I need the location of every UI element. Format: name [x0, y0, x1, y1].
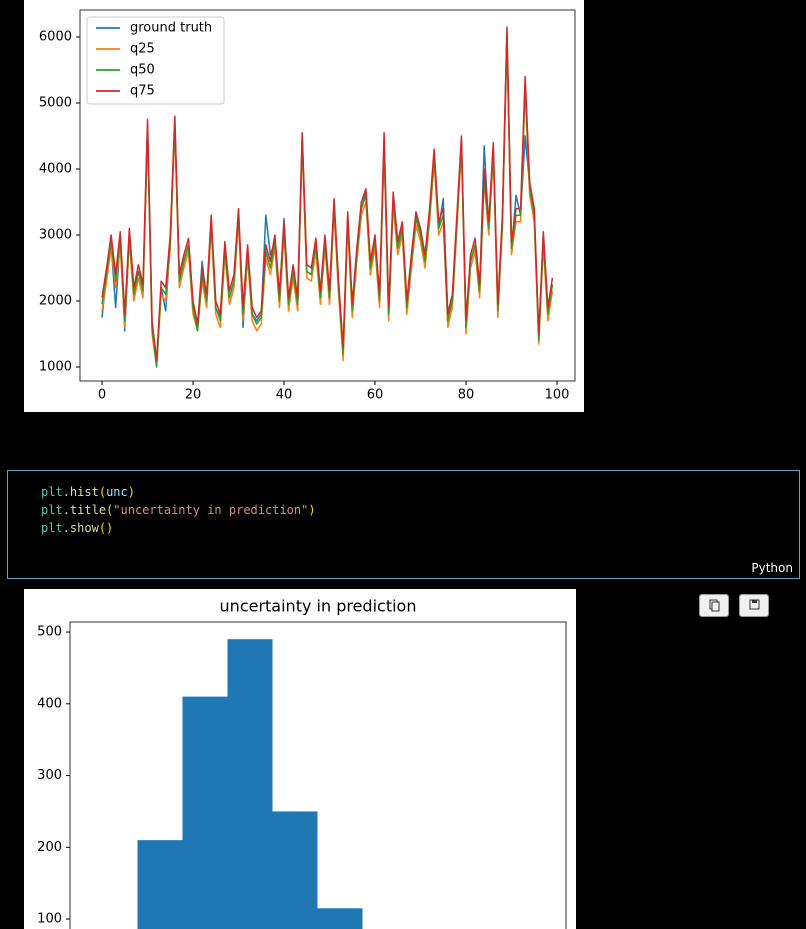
series-line — [101, 26, 554, 362]
histogram-bar — [317, 908, 363, 929]
code-line: plt.title("uncertainty in prediction") — [41, 501, 316, 519]
axes-frame — [79, 9, 576, 382]
code: plt.hist(unc) plt.title("uncertainty in p… — [41, 483, 316, 537]
x-tick-label: 80 — [458, 388, 475, 403]
copy-icon — [709, 599, 720, 612]
legend-box — [86, 16, 225, 105]
token: . — [62, 521, 70, 535]
legend-label: q75 — [130, 84, 155, 99]
token: . — [62, 485, 70, 499]
x-tick-label: 100 — [545, 388, 570, 403]
token: plt — [41, 503, 63, 517]
token: ) — [127, 485, 135, 499]
token: hist — [69, 485, 99, 499]
y-tick-label: 3000 — [39, 228, 72, 243]
line-chart: 0 20 40 60 80 100 1000 2000 3000 4000 5000 6000 grou… — [24, 0, 584, 412]
token: ) — [308, 503, 316, 517]
axes-frame — [69, 621, 567, 929]
token: title — [69, 503, 107, 517]
code-line: plt.show() — [41, 519, 316, 537]
language-label: Python — [751, 561, 793, 575]
y-tick-label: 6000 — [39, 29, 72, 44]
token: unc — [106, 485, 128, 499]
token: ( — [106, 503, 114, 517]
token: "uncertainty in prediction" — [113, 503, 309, 517]
chart-title: uncertainty in prediction — [220, 597, 417, 616]
token: show — [69, 521, 99, 535]
histogram-bar — [137, 840, 183, 929]
y-tick-label: 1000 — [39, 360, 72, 375]
x-tick-label: 60 — [367, 388, 384, 403]
y-tick-label: 100 — [37, 912, 62, 927]
save-icon — [749, 599, 760, 610]
icon-part — [752, 600, 757, 603]
y-tick-label: 4000 — [39, 162, 72, 177]
y-tick-label: 5000 — [39, 95, 72, 110]
y-tick-label: 200 — [37, 840, 62, 855]
token: plt — [41, 521, 63, 535]
x-tick-label: 0 — [98, 388, 106, 403]
legend-label: q25 — [130, 42, 155, 57]
y-tick-label: 500 — [37, 625, 62, 640]
y-tick-label: 2000 — [39, 294, 72, 309]
token: () — [98, 521, 114, 535]
code-line: plt.hist(unc) — [41, 483, 316, 501]
token: plt — [41, 485, 63, 499]
histogram-chart: uncertainty in prediction 100 200 300 400 50… — [24, 589, 576, 929]
save-button[interactable] — [739, 594, 769, 617]
y-tick-label: 300 — [37, 768, 62, 783]
copy-button[interactable] — [699, 594, 729, 617]
histogram-bar — [272, 811, 318, 929]
x-tick-label: 20 — [185, 388, 202, 403]
legend-label: ground truth — [130, 21, 212, 36]
token: ( — [98, 485, 107, 499]
token: . — [62, 503, 70, 517]
histogram-bar — [227, 639, 273, 929]
code-cell[interactable]: plt.hist(unc) plt.title("uncertainty in p… — [7, 470, 800, 579]
icon-part — [711, 601, 720, 612]
legend-label: q50 — [130, 63, 155, 78]
x-tick-label: 40 — [276, 388, 293, 403]
y-tick-label: 400 — [37, 696, 62, 711]
histogram-bar — [182, 696, 228, 929]
